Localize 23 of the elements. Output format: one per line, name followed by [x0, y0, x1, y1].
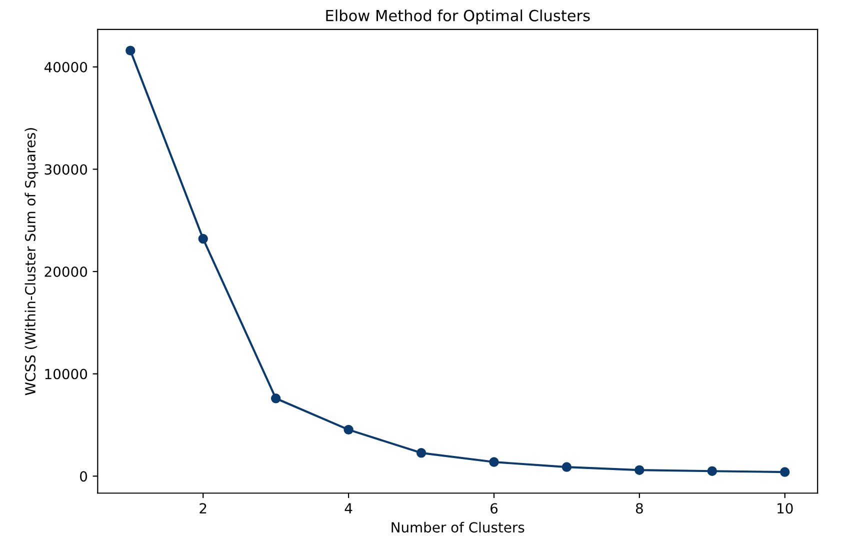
x-tick-label: 8 — [636, 503, 643, 514]
y-tick-label: 0 — [80, 471, 88, 482]
point — [489, 457, 499, 467]
point — [126, 46, 136, 56]
y-tick-label: 40000 — [44, 62, 88, 72]
x-tick-label: 4 — [344, 503, 352, 514]
y-tick-label: 30000 — [44, 164, 88, 175]
x-tick-label: 10 — [778, 503, 793, 514]
x-tick-label: 6 — [490, 503, 498, 514]
x-tick-label: 2 — [200, 503, 206, 514]
point — [780, 467, 790, 477]
point — [270, 394, 281, 404]
point — [416, 448, 426, 458]
y-tick-label: 20000 — [44, 266, 88, 278]
point — [707, 466, 717, 476]
point — [562, 462, 572, 472]
chart-title: Elbow Method for Optimal Clusters — [326, 10, 590, 24]
point — [198, 234, 208, 244]
y-axis-title: WCSS (Within-Cluster Sum of Squares) — [24, 128, 38, 396]
y-tick-label: 10000 — [45, 368, 88, 380]
point — [634, 465, 644, 475]
point — [344, 424, 354, 435]
x-axis-title: Number of Clusters — [392, 522, 524, 533]
